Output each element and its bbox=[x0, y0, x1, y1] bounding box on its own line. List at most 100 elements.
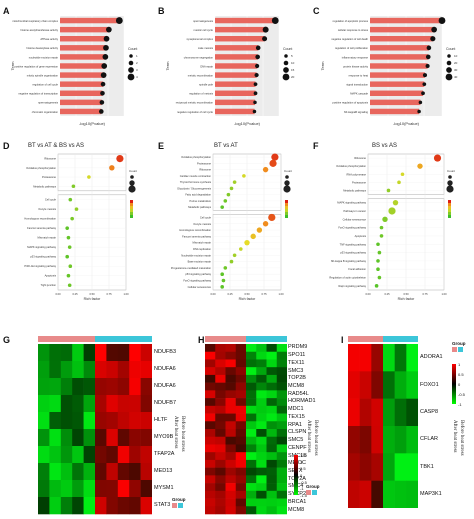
heat-cell bbox=[117, 497, 130, 515]
heat-cell bbox=[246, 490, 257, 499]
heat-cell bbox=[140, 463, 152, 481]
x-tick-label: 0.75 bbox=[261, 292, 267, 296]
heat-cell bbox=[72, 344, 84, 362]
category-label: male meiosis bbox=[198, 46, 214, 50]
bar bbox=[60, 26, 109, 33]
category-label: meiotic cell cycle bbox=[194, 28, 214, 32]
bar bbox=[60, 81, 104, 87]
scatter-point bbox=[67, 245, 72, 249]
scatter-point bbox=[271, 153, 279, 161]
category-label: regulation of cell proliferation bbox=[335, 46, 369, 50]
heat-cell bbox=[225, 351, 237, 360]
size-legend-dot bbox=[448, 175, 452, 179]
color-scale-tick: 1.5 bbox=[300, 453, 306, 458]
scatter-point bbox=[244, 239, 250, 246]
heat-cell bbox=[60, 497, 73, 515]
pathway-label: Progesterone-mediated maturation bbox=[171, 266, 212, 270]
heat-cell bbox=[266, 506, 278, 515]
legend-dot bbox=[446, 67, 452, 73]
heat-cell bbox=[140, 446, 152, 464]
heat-cell bbox=[406, 398, 418, 427]
category-label: meiotic recombination bbox=[188, 73, 214, 77]
heat-cell bbox=[205, 483, 216, 492]
pathway-label: Metabolic pathways bbox=[33, 184, 56, 188]
heatmap-i bbox=[348, 336, 418, 508]
heat-cell bbox=[95, 429, 107, 447]
heat-cell bbox=[225, 374, 237, 383]
heat-cell bbox=[246, 452, 257, 461]
heat-cell bbox=[383, 426, 395, 454]
heat-cell bbox=[225, 405, 237, 414]
gene-label: ADORA1 bbox=[420, 354, 443, 361]
count-dot bbox=[253, 82, 258, 87]
gene-label: MYSM1 bbox=[154, 485, 174, 491]
heat-cell bbox=[348, 426, 360, 454]
heat-cell bbox=[394, 453, 407, 481]
heat-cell bbox=[205, 374, 216, 383]
heat-cell bbox=[140, 497, 152, 515]
color-scale-tick: 0.5 bbox=[458, 372, 464, 377]
x-axis-label: Rich factor bbox=[398, 297, 416, 300]
gene-label: MED13 bbox=[154, 468, 173, 474]
bar bbox=[60, 90, 103, 96]
bar bbox=[215, 81, 256, 87]
gene-label: BRCA1 bbox=[288, 498, 307, 505]
heat-cell bbox=[83, 429, 96, 447]
legend-dot bbox=[284, 54, 288, 58]
heat-cell bbox=[266, 390, 278, 399]
heat-cell bbox=[235, 351, 247, 360]
scatter-point bbox=[223, 266, 228, 270]
category-label: spindle pole bbox=[199, 83, 213, 87]
pathway-label: Cardiac muscle contraction bbox=[180, 174, 212, 178]
heat-cell bbox=[235, 444, 247, 453]
category-label: nucleotide excision repair bbox=[29, 55, 58, 59]
pathway-label: Proteasome bbox=[197, 161, 212, 165]
heat-cell bbox=[246, 506, 257, 515]
count-dot bbox=[100, 81, 106, 87]
heat-cell bbox=[205, 382, 216, 391]
heat-cell bbox=[256, 382, 267, 391]
heat-cell bbox=[38, 446, 50, 464]
heat-cell bbox=[235, 490, 247, 499]
x-tick-label: 0.50 bbox=[403, 292, 409, 296]
pathway-label: Fanconi anemia pathway bbox=[182, 234, 212, 238]
category-label: cellular response to stress bbox=[338, 28, 369, 32]
heat-cell bbox=[60, 463, 73, 481]
group-swatch-before-g bbox=[178, 503, 183, 508]
bar bbox=[215, 26, 266, 33]
heat-cell bbox=[266, 398, 278, 407]
group-bar-before bbox=[95, 336, 152, 342]
color-legend-step bbox=[285, 206, 288, 209]
x-tick-label: 0.00 bbox=[55, 292, 61, 296]
heat-cell bbox=[394, 426, 407, 454]
heat-cell bbox=[106, 344, 119, 362]
group-bar-after bbox=[38, 336, 95, 342]
heat-cell bbox=[129, 361, 141, 379]
color-scale-tick: -1 bbox=[300, 486, 304, 492]
gene-label: CLSPN bbox=[288, 429, 307, 436]
count-dot bbox=[102, 54, 109, 60]
heat-cell bbox=[140, 480, 152, 498]
heat-cell bbox=[371, 344, 384, 372]
color-legend-step bbox=[448, 203, 451, 206]
heat-cell bbox=[95, 344, 107, 362]
heat-cell bbox=[276, 444, 287, 453]
heat-cell bbox=[140, 378, 152, 396]
heat-cell bbox=[383, 453, 395, 481]
heat-cell bbox=[95, 463, 107, 481]
heat-cell bbox=[225, 398, 237, 407]
color-scale-tick: -0.5 bbox=[300, 479, 307, 485]
heat-cell bbox=[117, 463, 130, 481]
group-bar-after bbox=[205, 336, 246, 342]
pathway-label: Regulation of actin cytoskeleton bbox=[329, 276, 366, 280]
group-swatch-after-g bbox=[172, 503, 177, 508]
heat-cell bbox=[225, 390, 237, 399]
bar bbox=[370, 17, 442, 24]
heat-cell bbox=[235, 475, 247, 484]
heat-cell bbox=[394, 398, 407, 427]
size-legend-dot bbox=[446, 185, 454, 193]
category-label: DNA repair bbox=[200, 64, 213, 68]
group-swatch-after-i bbox=[452, 347, 457, 352]
pathway-label: Ribosome bbox=[199, 168, 211, 172]
heat-cell bbox=[276, 367, 287, 376]
